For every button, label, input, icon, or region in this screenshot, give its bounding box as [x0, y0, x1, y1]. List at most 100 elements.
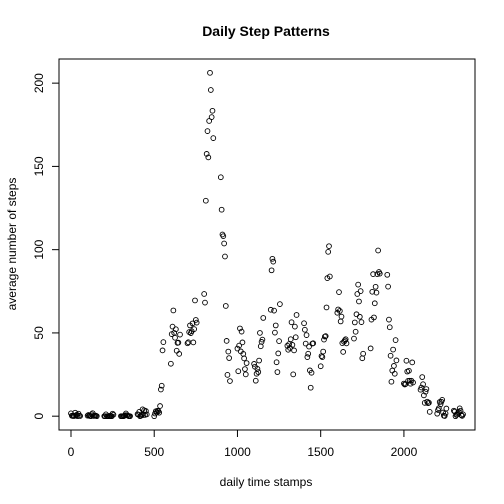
data-point	[274, 369, 281, 375]
data-point	[158, 386, 164, 393]
data-point	[390, 346, 396, 353]
data-point	[460, 411, 466, 418]
data-point	[292, 334, 299, 341]
data-point	[110, 411, 117, 418]
data-point	[192, 297, 198, 304]
data-point	[301, 320, 307, 327]
data-point	[175, 339, 182, 346]
data-point	[234, 345, 241, 352]
data-point	[206, 118, 213, 124]
data-point	[403, 357, 410, 364]
data-point	[388, 378, 395, 385]
data-point	[172, 334, 178, 341]
data-point	[192, 317, 199, 323]
data-point	[386, 316, 392, 323]
data-point	[156, 409, 163, 416]
data-point	[268, 267, 275, 274]
data-point	[168, 360, 174, 367]
data-point	[392, 337, 399, 343]
data-point	[177, 331, 183, 338]
data-point	[159, 347, 166, 354]
data-point	[391, 363, 397, 369]
x-axis: 0 500 1000 1500 2000	[68, 429, 418, 459]
data-point	[109, 410, 116, 417]
data-point	[410, 379, 416, 386]
data-point	[357, 288, 364, 294]
data-point	[221, 240, 227, 247]
data-point	[342, 336, 349, 343]
data-point	[108, 413, 115, 420]
data-point	[223, 338, 230, 344]
data-point	[273, 359, 280, 366]
data-point	[367, 345, 374, 352]
data-point	[289, 342, 296, 348]
data-point	[241, 355, 247, 362]
data-point	[208, 114, 215, 120]
data-point	[351, 319, 358, 326]
data-point	[369, 288, 376, 295]
data-point	[276, 338, 282, 344]
data-point	[352, 328, 359, 335]
data-point	[326, 273, 333, 280]
x-tick-label: 1000	[224, 445, 251, 459]
data-point	[184, 340, 191, 347]
data-point	[371, 300, 378, 307]
data-point	[443, 405, 450, 412]
data-point	[237, 325, 243, 332]
data-point	[252, 377, 259, 384]
data-point	[440, 409, 446, 416]
data-point	[259, 336, 266, 343]
data-point	[272, 329, 278, 336]
data-point	[271, 307, 277, 314]
data-point	[360, 350, 366, 357]
data-point	[302, 326, 308, 333]
data-point	[222, 303, 229, 309]
data-point	[260, 315, 267, 321]
data-point	[343, 340, 350, 347]
data-point	[308, 369, 315, 376]
data-point	[189, 320, 196, 327]
data-points	[68, 69, 466, 420]
data-point	[217, 174, 224, 181]
data-point	[372, 283, 379, 290]
x-tick-label: 2000	[391, 445, 418, 459]
y-axis-label: average number of steps	[5, 178, 19, 311]
data-point	[190, 339, 197, 346]
data-point	[293, 312, 300, 318]
data-point	[255, 369, 262, 375]
data-point	[356, 313, 363, 320]
y-tick-label: 100	[32, 239, 46, 259]
data-point	[77, 413, 83, 419]
data-point	[290, 371, 297, 378]
data-point	[419, 374, 426, 380]
data-point	[267, 306, 274, 313]
data-point	[358, 319, 365, 325]
data-point	[359, 355, 366, 362]
data-point	[242, 371, 249, 378]
data-point	[337, 318, 344, 325]
data-point	[426, 399, 432, 406]
data-point	[235, 368, 242, 375]
data-point	[376, 270, 383, 277]
data-point	[169, 323, 176, 330]
chart-title: Daily Step Patterns	[202, 23, 330, 39]
y-tick-label: 150	[32, 156, 46, 176]
x-tick-label: 500	[144, 445, 164, 459]
data-point	[307, 384, 314, 391]
data-point	[389, 367, 396, 374]
data-point	[224, 372, 231, 378]
data-point	[319, 354, 326, 360]
data-point	[160, 339, 167, 345]
data-point	[320, 348, 327, 355]
y-tick-label: 0	[32, 413, 46, 420]
data-point	[387, 352, 394, 359]
data-point	[251, 361, 257, 367]
data-point	[204, 128, 211, 134]
data-point	[306, 343, 312, 350]
data-point	[203, 151, 210, 157]
data-point	[373, 289, 380, 296]
data-point	[323, 304, 330, 311]
data-point	[335, 306, 342, 313]
data-point	[222, 253, 228, 260]
y-tick-label: 200	[32, 73, 46, 93]
